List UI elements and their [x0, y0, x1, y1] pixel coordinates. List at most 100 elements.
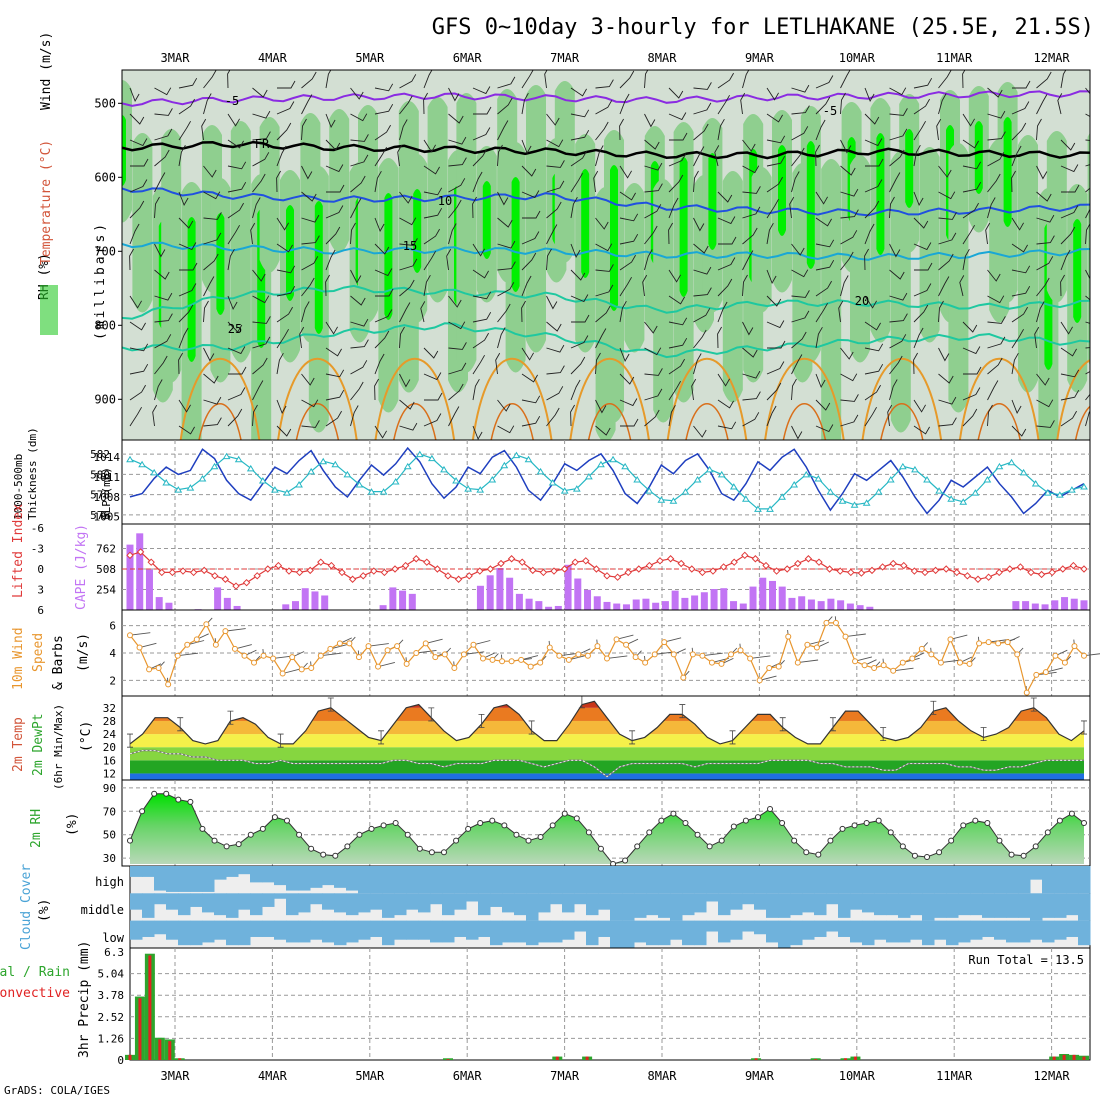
cloud-cell-high	[550, 866, 563, 894]
wind-barb	[840, 230, 858, 245]
wind-barb	[714, 145, 720, 167]
wind-barb	[178, 217, 194, 229]
wind-units-label: (m/s)	[76, 633, 91, 672]
wind-barb	[1060, 369, 1080, 378]
wind-barb	[864, 295, 877, 309]
lifted-index-point	[719, 563, 728, 571]
wind-barb	[154, 196, 160, 219]
minmax-bar	[729, 730, 736, 745]
rh-point	[815, 851, 822, 858]
wind-barb	[644, 225, 658, 245]
cloud-cell-middle	[814, 893, 827, 916]
lifted-index-point	[433, 565, 442, 573]
rh-region	[624, 183, 645, 353]
thickness-point	[645, 487, 654, 494]
cloud-cell-low	[442, 920, 455, 943]
wind-barb	[350, 405, 359, 427]
cloud-cell-high	[778, 866, 791, 894]
date-label-bottom: 3MAR	[161, 1069, 191, 1083]
wind-speed-point	[842, 633, 849, 640]
wind-barb	[472, 269, 489, 279]
wind-barb	[252, 87, 268, 98]
wind-speed-point	[947, 636, 954, 643]
precip-convective-bar	[168, 1041, 172, 1060]
wind-speed-point	[546, 644, 553, 651]
cloud-cell-low	[406, 920, 419, 940]
cloud-cell-high	[658, 866, 671, 894]
rh-point	[1081, 820, 1087, 826]
cloud-cell-high	[910, 866, 923, 894]
wind-barb	[546, 295, 558, 310]
wind-barb	[619, 70, 635, 89]
wind-barb	[959, 275, 965, 297]
wind-barb	[593, 170, 599, 193]
wind-speed-point	[804, 641, 811, 648]
wind-barb	[889, 243, 901, 258]
wind-barb	[938, 300, 944, 323]
wind-speed-point	[937, 659, 944, 666]
wind-barb	[791, 147, 805, 167]
rh-point	[549, 822, 556, 829]
cape-bar	[126, 544, 134, 610]
stability-frame	[121, 523, 1091, 611]
thickness-point	[693, 475, 702, 483]
wind-barb	[546, 180, 565, 193]
wind-barb	[766, 295, 782, 307]
wind-speed-point	[403, 660, 410, 667]
wind-barb	[497, 240, 516, 249]
wind-barb	[1011, 101, 1030, 115]
cloud-cell-middle	[334, 893, 347, 913]
rh-point	[706, 843, 713, 850]
precip-tick: 6.3	[104, 946, 124, 959]
thickness-point	[995, 462, 1004, 470]
wind-barb	[570, 404, 575, 427]
cloud-cell-low	[862, 920, 875, 946]
minmax-bar	[478, 714, 485, 728]
thickness-point	[162, 479, 171, 486]
cloud-cell-high	[502, 866, 515, 894]
wind-speed-point	[1071, 643, 1078, 650]
cloud-cell-middle	[322, 893, 335, 910]
rh-point	[1044, 829, 1051, 836]
wind-barb	[546, 139, 564, 148]
wind-barb	[938, 212, 957, 220]
rh-region	[653, 179, 674, 423]
wind-speed-point	[871, 665, 878, 672]
wind-barb	[178, 399, 191, 413]
cloud-cell-low	[634, 920, 647, 943]
wind-barb	[129, 363, 149, 375]
wind-barb	[177, 652, 199, 657]
wind-barb	[962, 248, 970, 271]
rh-region	[751, 167, 772, 313]
rh-region	[230, 121, 251, 363]
wind-barb	[497, 76, 516, 89]
thickness-point	[512, 451, 521, 459]
wind-barb	[913, 352, 918, 375]
thickness-point	[766, 505, 774, 512]
wind-barb	[154, 313, 173, 323]
wind-barb	[227, 161, 247, 170]
cloud-cell-middle	[142, 893, 155, 918]
cloud-cell-middle	[850, 893, 863, 910]
wind-barb	[420, 301, 426, 323]
rh-core	[708, 153, 717, 250]
wind-barb	[815, 373, 826, 389]
isotherm-25	[1056, 359, 1090, 440]
wind-barb	[962, 161, 982, 170]
wind-barb	[276, 399, 287, 415]
wind-barb	[789, 196, 795, 219]
wind-speed-point	[508, 658, 515, 665]
cape-bar	[574, 578, 582, 610]
cape-bar	[155, 597, 163, 610]
wind-speed-point	[756, 677, 763, 684]
cape-bar	[291, 601, 299, 610]
wind-barb	[1057, 93, 1063, 115]
wind-barb	[546, 224, 558, 245]
rh-core	[122, 115, 126, 186]
wind-barb	[154, 172, 166, 193]
wind-barb	[717, 257, 736, 271]
cloud-cell-middle	[730, 893, 743, 910]
cloud-cell-middle	[502, 893, 515, 913]
lifted-index-point	[688, 565, 696, 573]
thickness-point	[331, 460, 340, 468]
